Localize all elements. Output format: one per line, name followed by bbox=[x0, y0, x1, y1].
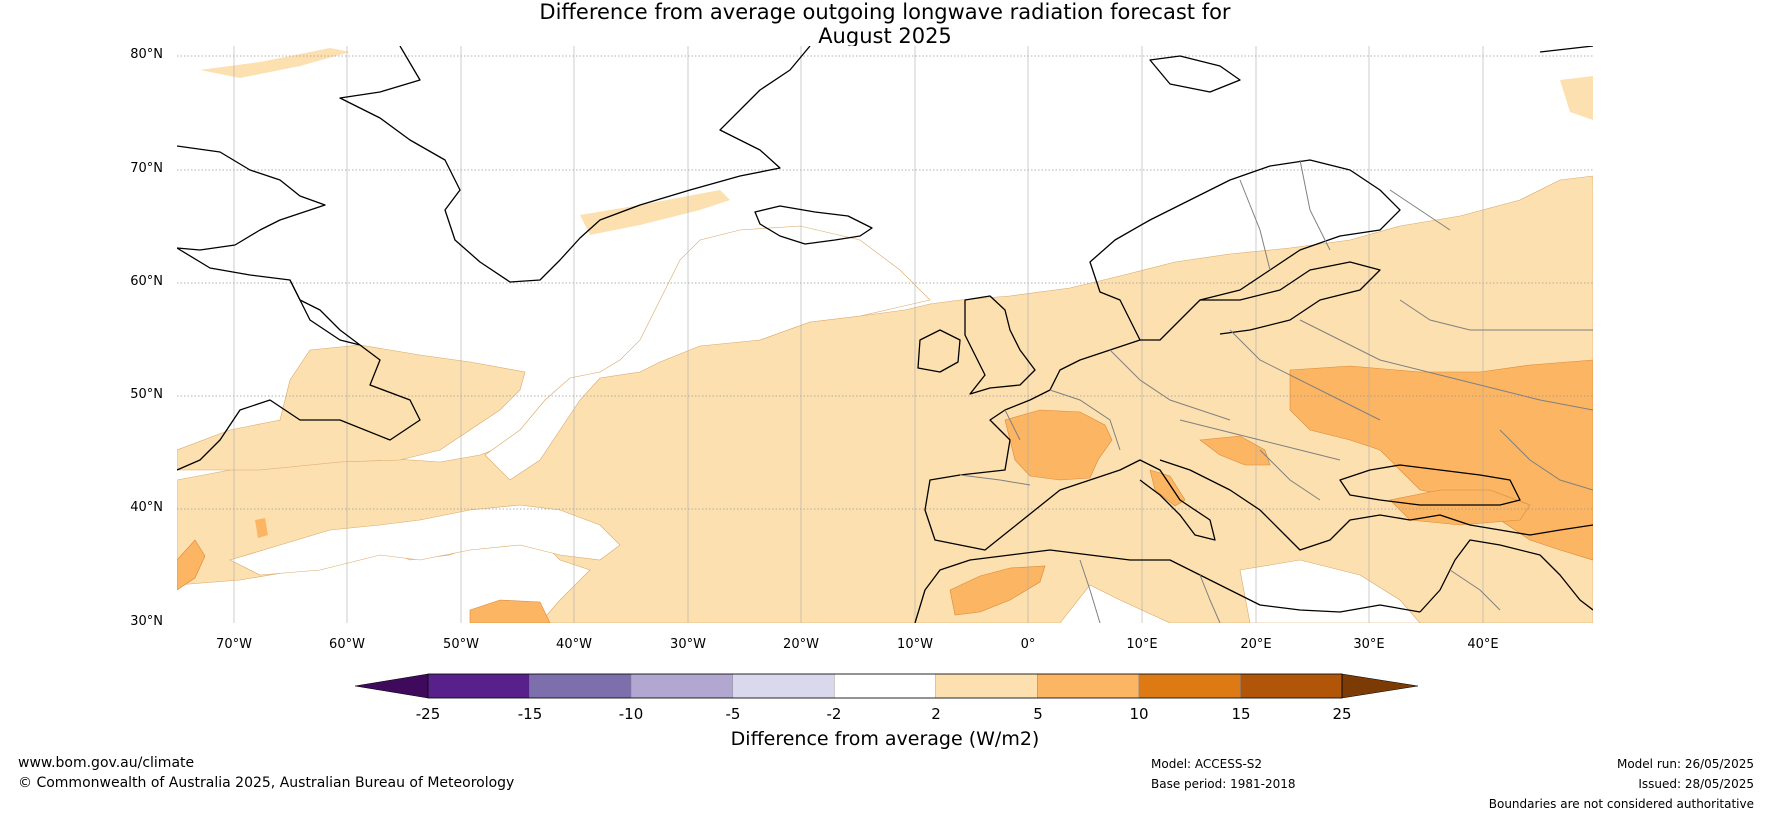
colorbar-segment bbox=[834, 673, 936, 699]
colorbar-tick-label: -10 bbox=[618, 705, 644, 723]
lon-label-30e: 30°E bbox=[1353, 637, 1385, 652]
no-anomaly-patch-atlantic bbox=[484, 225, 931, 481]
gridlines bbox=[177, 55, 1593, 510]
footer-issued: Issued: 28/05/2025 bbox=[1638, 777, 1754, 791]
coast-canada-arctic bbox=[177, 145, 326, 251]
coast-black-sea bbox=[1339, 464, 1521, 506]
lon-label-10e: 10°E bbox=[1126, 637, 1158, 652]
colorbar-segment bbox=[529, 673, 632, 699]
colorbar bbox=[354, 673, 1419, 699]
footer-disclaimer: Boundaries are not considered authoritat… bbox=[1488, 797, 1754, 811]
colorbar-segment bbox=[630, 673, 733, 699]
lon-label-50w: 50°W bbox=[443, 637, 479, 652]
chart-title: Difference from average outgoing longwav… bbox=[0, 0, 1770, 48]
coast-balkans bbox=[1159, 459, 1593, 551]
footer-copyright: © Commonwealth of Australia 2025, Austra… bbox=[18, 775, 515, 791]
anomaly-fill-5-10-balkans bbox=[1199, 435, 1271, 466]
lon-label-40w: 40°W bbox=[556, 637, 592, 652]
country-borders bbox=[959, 159, 1593, 623]
footer-website: www.bom.gov.au/climate bbox=[18, 755, 195, 771]
anomaly-fill-5-10-west bbox=[177, 539, 206, 591]
lat-label-50n: 50°N bbox=[130, 387, 163, 402]
lat-label-70n: 70°N bbox=[130, 161, 163, 176]
lon-label-0: 0° bbox=[1020, 637, 1036, 652]
anomaly-fill-2-5-greenland bbox=[200, 48, 350, 78]
colorbar-segment bbox=[732, 673, 835, 699]
colorbar-tick-label: -5 bbox=[725, 705, 741, 723]
coast-labrador bbox=[289, 279, 361, 346]
colorbar-segment bbox=[1138, 673, 1241, 699]
map-area bbox=[177, 46, 1593, 623]
anomaly-fill-5-10-south-atlantic bbox=[469, 599, 551, 623]
colorbar-tick-label: -15 bbox=[517, 705, 543, 723]
coast-north-africa bbox=[914, 549, 1421, 623]
colorbar-segment bbox=[427, 673, 530, 699]
lon-label-20e: 20°E bbox=[1240, 637, 1272, 652]
footer-model-run: Model run: 26/05/2025 bbox=[1616, 757, 1754, 771]
anomaly-fill-2-5-iceland bbox=[580, 190, 730, 235]
no-anomaly-patch-med bbox=[1239, 559, 1421, 623]
colorbar-tick-label: 5 bbox=[1033, 705, 1043, 723]
lon-label-40e: 40°E bbox=[1467, 637, 1499, 652]
coast-iceland bbox=[754, 205, 873, 245]
coast-greenland bbox=[339, 46, 811, 283]
lon-label-70w: 70°W bbox=[216, 637, 252, 652]
coast-western-europe bbox=[924, 339, 1141, 551]
coast-britain bbox=[964, 295, 1036, 395]
colorbar-title: Difference from average (W/m2) bbox=[730, 728, 1040, 750]
colorbar-extend-low bbox=[354, 673, 429, 699]
coastlines bbox=[177, 46, 1593, 623]
colorbar-tick-label: -25 bbox=[415, 705, 441, 723]
title-line-1: Difference from average outgoing longwav… bbox=[539, 0, 1231, 24]
lon-label-20w: 20°W bbox=[783, 637, 819, 652]
lat-label-40n: 40°N bbox=[130, 500, 163, 515]
lat-label-30n: 30°N bbox=[130, 614, 163, 629]
footer-base-period: Base period: 1981-2018 bbox=[1151, 777, 1296, 791]
colorbar-tick-label: 15 bbox=[1231, 705, 1251, 723]
coast-italy bbox=[1089, 459, 1216, 541]
footer-model: Model: ACCESS-S2 bbox=[1151, 757, 1263, 771]
coast-baltic bbox=[1200, 261, 1381, 335]
colorbar-segment bbox=[935, 673, 1038, 699]
lon-label-10w: 10°W bbox=[897, 637, 933, 652]
coast-arctic-islands bbox=[1149, 55, 1241, 93]
anomaly-fill-2-5-west bbox=[177, 344, 526, 471]
anomaly-fill-5-10-sahara bbox=[949, 565, 1046, 616]
colorbar-tick-label: 25 bbox=[1332, 705, 1352, 723]
colorbar-segment bbox=[1240, 673, 1343, 699]
anomaly-fill-2-5-arctic bbox=[1560, 76, 1593, 120]
colorbar-tick-label: 10 bbox=[1129, 705, 1149, 723]
colorbar-extend-high bbox=[1341, 673, 1419, 699]
lon-label-30w: 30°W bbox=[670, 637, 706, 652]
lat-label-80n: 80°N bbox=[130, 47, 163, 62]
lon-label-60w: 60°W bbox=[329, 637, 365, 652]
colorbar-segment bbox=[1037, 673, 1140, 699]
anomaly-fill-5-10-small bbox=[255, 518, 268, 538]
coast-scandinavia bbox=[1089, 159, 1401, 341]
coast-ireland bbox=[917, 329, 961, 373]
lat-label-60n: 60°N bbox=[130, 274, 163, 289]
colorbar-tick-label: -2 bbox=[826, 705, 842, 723]
no-anomaly-patch-south bbox=[229, 504, 621, 576]
colorbar-tick-label: 2 bbox=[931, 705, 941, 723]
anomaly-fill-5-10-france bbox=[1004, 409, 1113, 481]
coast-svalbard bbox=[1539, 46, 1593, 53]
coast-levant bbox=[1419, 539, 1593, 613]
title-line-2: August 2025 bbox=[818, 24, 952, 48]
anomaly-fill-5-10-black-sea bbox=[1389, 489, 1531, 526]
anomaly-fill-5-10-italy bbox=[1149, 469, 1186, 507]
